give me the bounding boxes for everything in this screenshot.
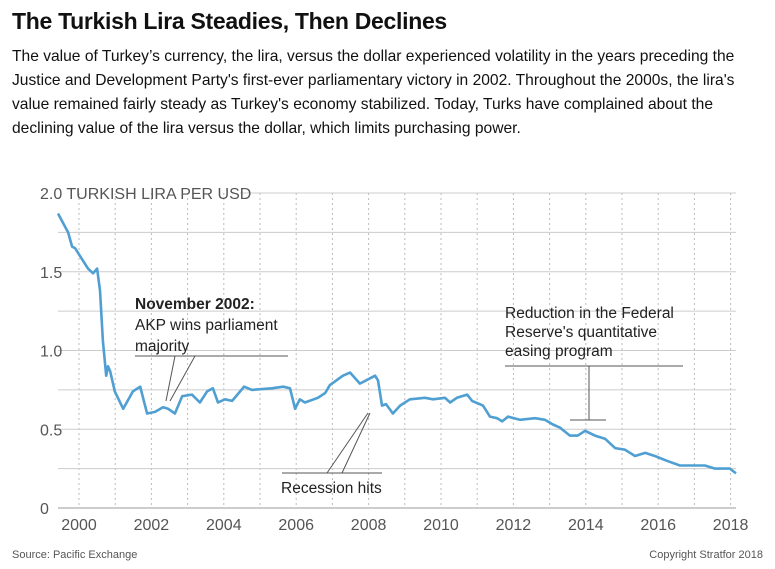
annotation-text: Recession hits <box>281 480 382 497</box>
chart-subtitle: The value of Turkey’s currency, the lira… <box>12 48 735 137</box>
annotation-leader <box>282 412 382 474</box>
grid <box>58 192 736 509</box>
chart-title: The Turkish Lira Steadies, Then Declines <box>12 8 447 34</box>
source-note: Source: Pacific Exchange <box>12 549 138 561</box>
annotation-leader <box>505 365 683 421</box>
copyright-note: Copyright Stratfor 2018 <box>649 549 763 561</box>
y-tick-label: 0 <box>40 501 49 518</box>
annotation-leader <box>135 355 288 402</box>
x-tick-label: 2010 <box>423 517 459 534</box>
x-tick-label: 2014 <box>568 517 604 534</box>
annotation-text: easing program <box>505 343 613 360</box>
x-tick-label: 2006 <box>278 517 314 534</box>
annotation-text: Reduction in the Federal <box>505 305 674 322</box>
annotation-text: majority <box>135 338 190 355</box>
x-tick-label: 2012 <box>496 517 532 534</box>
y-tick-label: 0.5 <box>40 422 62 439</box>
annotations: November 2002: AKP wins parliament majorit… <box>135 296 683 497</box>
x-tick-label: 2002 <box>134 517 170 534</box>
annotation-text: AKP wins parliament <box>135 317 278 334</box>
y-tick-label: 2.0 TURKISH LIRA PER USD <box>40 186 251 203</box>
x-tick-label: 2016 <box>640 517 676 534</box>
annotation-heading: November 2002: <box>135 296 255 313</box>
axis-ticks: 0 0.5 1.0 1.5 2.0 TURKISH LIRA PER USD 2000 20… <box>40 186 748 534</box>
x-tick-label: 2000 <box>61 517 97 534</box>
y-tick-label: 1.5 <box>40 265 62 282</box>
annotation-text: Reserve's quantitative <box>505 324 657 341</box>
x-tick-label: 2018 <box>713 517 749 534</box>
series-line <box>56 212 737 475</box>
x-tick-label: 2008 <box>351 517 387 534</box>
y-tick-label: 1.0 <box>40 344 62 361</box>
x-tick-label: 2004 <box>206 517 242 534</box>
